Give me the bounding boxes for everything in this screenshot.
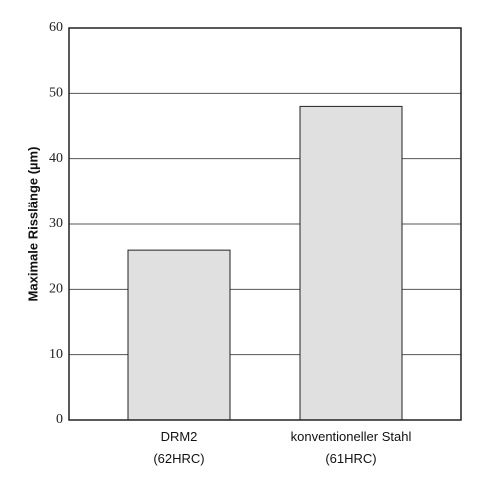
x-tick-label: konventioneller Stahl (61HRC) [290,429,412,466]
y-tick-label: 10 [49,347,63,362]
y-tick-label: 60 [49,20,63,35]
bar [299,105,403,421]
plot-frame [68,27,462,421]
y-axis-title: Maximale Risslänge (µm) [25,147,40,302]
y-tick-label: 0 [56,412,63,427]
x-tick-label: DRM2 (62HRC) [153,429,205,466]
bar [127,249,231,421]
y-tick-label: 20 [49,282,63,297]
y-tick-label: 30 [49,216,63,231]
y-tick-label: 40 [49,151,63,166]
y-tick-label: 50 [49,86,63,101]
